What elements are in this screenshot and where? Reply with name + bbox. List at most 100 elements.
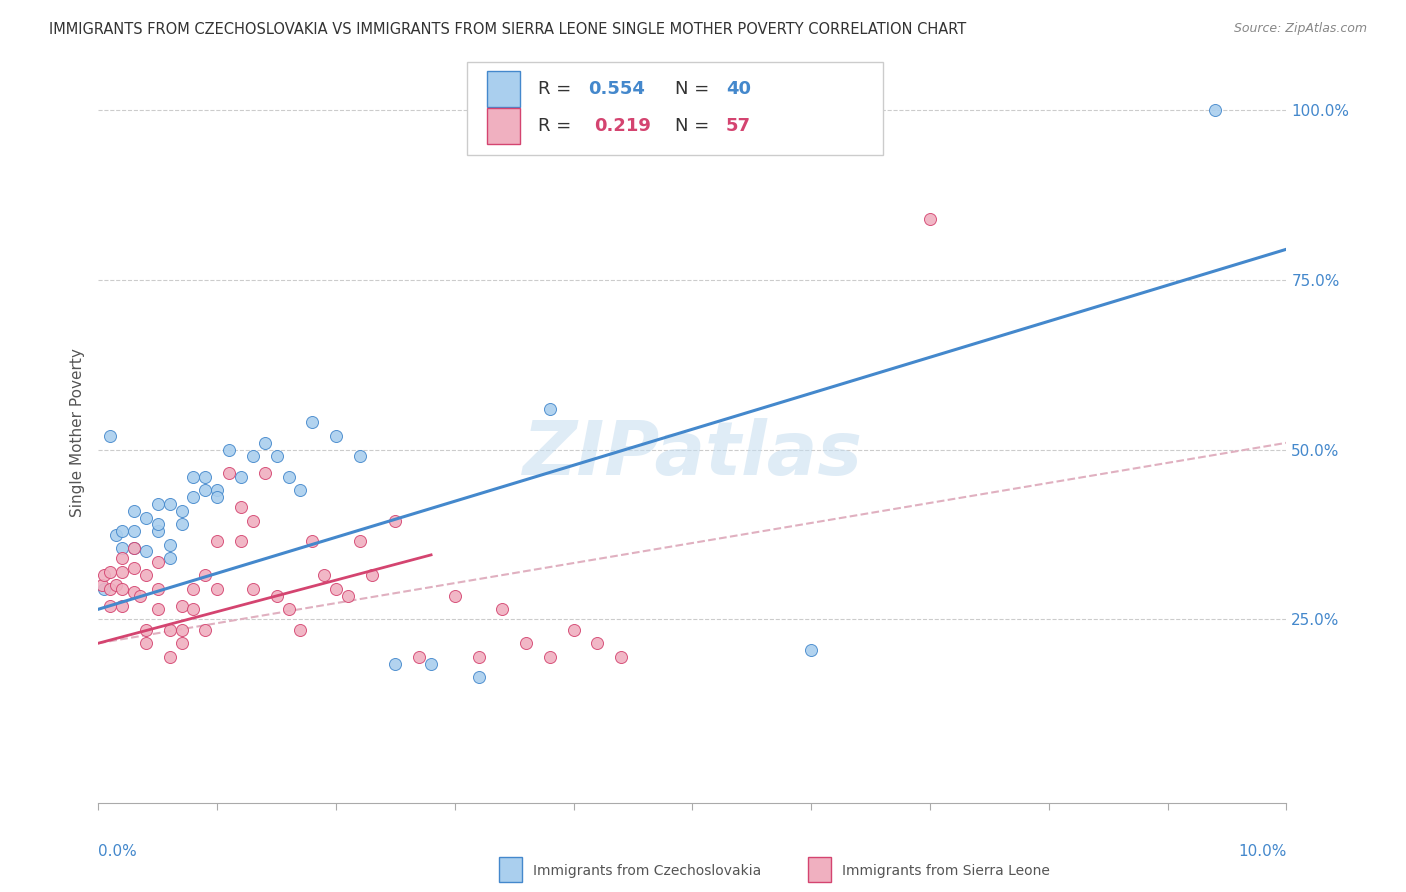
Text: ZIPatlas: ZIPatlas	[523, 418, 862, 491]
Point	[183, 582, 205, 596]
Point	[194, 623, 217, 637]
Point	[170, 517, 193, 532]
Point	[242, 514, 264, 528]
Point	[610, 649, 633, 664]
Point	[253, 467, 276, 481]
Point	[146, 517, 169, 532]
Point	[242, 450, 264, 464]
Point	[207, 534, 229, 549]
Point	[800, 643, 823, 657]
Point	[135, 568, 157, 582]
Point	[98, 429, 121, 443]
Point	[253, 435, 276, 450]
Point	[229, 500, 252, 515]
Point	[135, 636, 157, 650]
Point	[277, 602, 299, 616]
Point	[266, 589, 288, 603]
Point	[242, 582, 264, 596]
Point	[325, 582, 347, 596]
Text: Immigrants from Czechoslovakia: Immigrants from Czechoslovakia	[533, 863, 761, 878]
Point	[218, 467, 240, 481]
Point	[105, 527, 128, 541]
Point	[183, 490, 205, 504]
Point	[98, 582, 121, 596]
Point	[146, 497, 169, 511]
Point	[159, 623, 181, 637]
Point	[183, 602, 205, 616]
Point	[349, 450, 371, 464]
Point	[122, 541, 145, 555]
Point	[194, 483, 217, 498]
Point	[194, 568, 217, 582]
Point	[290, 483, 312, 498]
Point	[538, 401, 561, 416]
Point	[229, 469, 252, 483]
Point	[146, 602, 169, 616]
Point	[135, 510, 157, 524]
Point	[146, 524, 169, 538]
Point	[1204, 103, 1226, 117]
Point	[314, 568, 336, 582]
Point	[122, 541, 145, 555]
Point	[93, 568, 115, 582]
Point	[122, 561, 145, 575]
Point	[301, 416, 323, 430]
Point	[122, 504, 145, 518]
Point	[277, 469, 299, 483]
Point	[218, 442, 240, 457]
Text: R =: R =	[538, 80, 576, 98]
Point	[159, 649, 181, 664]
Y-axis label: Single Mother Poverty: Single Mother Poverty	[69, 348, 84, 517]
Point	[467, 649, 489, 664]
Point	[515, 636, 537, 650]
Text: N =: N =	[675, 117, 714, 135]
Point	[98, 565, 121, 579]
Point	[159, 538, 181, 552]
Text: R =: R =	[538, 117, 582, 135]
Text: Immigrants from Sierra Leone: Immigrants from Sierra Leone	[842, 863, 1050, 878]
Point	[290, 623, 312, 637]
Point	[183, 469, 205, 483]
Point	[360, 568, 382, 582]
Point	[93, 582, 115, 596]
Point	[105, 578, 128, 592]
FancyBboxPatch shape	[486, 71, 520, 107]
Point	[111, 541, 134, 555]
Point	[98, 599, 121, 613]
Point	[111, 599, 134, 613]
Point	[146, 555, 169, 569]
Point	[207, 490, 229, 504]
Point	[159, 497, 181, 511]
Point	[538, 649, 561, 664]
FancyBboxPatch shape	[486, 108, 520, 144]
Point	[111, 551, 134, 566]
Point	[384, 514, 406, 528]
Point	[135, 623, 157, 637]
Point	[146, 582, 169, 596]
Point	[207, 483, 229, 498]
Point	[325, 429, 347, 443]
Point	[301, 534, 323, 549]
Text: 40: 40	[725, 80, 751, 98]
Point	[194, 469, 217, 483]
Point	[170, 504, 193, 518]
Point	[135, 544, 157, 558]
Point	[562, 623, 585, 637]
Point	[122, 585, 145, 599]
Text: 0.0%: 0.0%	[98, 844, 138, 858]
Point	[408, 649, 430, 664]
Point	[336, 589, 359, 603]
Text: 0.554: 0.554	[588, 80, 645, 98]
Point	[229, 534, 252, 549]
Point	[111, 582, 134, 596]
Point	[111, 524, 134, 538]
Point	[586, 636, 609, 650]
Point	[467, 670, 489, 684]
FancyBboxPatch shape	[467, 62, 883, 155]
Point	[207, 582, 229, 596]
Point	[159, 551, 181, 566]
Text: 10.0%: 10.0%	[1239, 844, 1286, 858]
Point	[920, 211, 942, 226]
Point	[384, 657, 406, 671]
Point	[170, 599, 193, 613]
